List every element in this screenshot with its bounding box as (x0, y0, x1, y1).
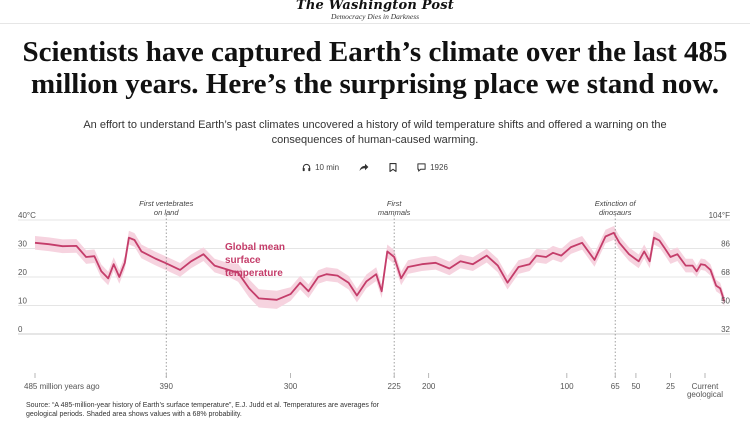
annotation-label: First (387, 199, 402, 208)
share-button[interactable] (359, 163, 369, 172)
x-tick-label: 25 (666, 382, 675, 391)
y-tick-label-left: 30 (18, 240, 27, 249)
y-tick-label-right: 104°F (709, 211, 731, 220)
washington-post-logo[interactable]: The Washington Post (296, 0, 454, 13)
masthead: The Washington Post Democracy Dies in Da… (0, 0, 750, 24)
y-axis-labels: 40°C 104°F 30 86 20 68 10 50 0 32 (18, 211, 731, 334)
share-arrow-icon (359, 163, 369, 171)
x-tick-label: 485 million years ago (24, 382, 100, 391)
comment-bubble-icon (417, 162, 426, 172)
series-label-line: Global mean (225, 242, 285, 253)
x-tick-label: 225 (387, 382, 401, 391)
y-tick-label-left: 20 (18, 268, 27, 277)
x-tick-label: Current (692, 382, 719, 391)
x-tick-label: 390 (160, 382, 174, 391)
source-note: Source: “A 485-million-year history of E… (26, 402, 380, 418)
uncertainty-band-layer (35, 226, 725, 309)
y-tick-label-left: 0 (18, 325, 23, 334)
listen-button[interactable]: 10 min (302, 163, 339, 172)
x-tick-label: 200 (422, 382, 436, 391)
headphones-icon (302, 163, 311, 171)
annotation-label: First vertebrates (139, 199, 193, 208)
x-axis-labels: 485 million years ago 390 300 225 200 100 65 50… (24, 373, 723, 400)
annotation-label: dinosaurs (599, 208, 632, 217)
temperature-line-layer (34, 231, 726, 302)
bottom-fade (0, 418, 750, 430)
x-tick-label: 65 (611, 382, 620, 391)
article-headline: Scientists have captured Earth’s climate… (22, 36, 728, 100)
y-tick-label-left: 40°C (18, 211, 36, 220)
save-button[interactable] (389, 162, 397, 172)
series-label-line: surface (225, 255, 261, 266)
annotation-label: mammals (378, 208, 411, 217)
x-tick-label: 300 (284, 382, 298, 391)
series-label: Global mean surface temperature (225, 242, 285, 279)
article-action-bar: 10 min 1926 (0, 160, 750, 174)
y-tick-label-right: 68 (721, 268, 730, 277)
annotation-label: Extinction of (595, 199, 637, 208)
temperature-line (34, 231, 726, 302)
x-tick-label: 100 (560, 382, 574, 391)
comment-count: 1926 (430, 162, 448, 172)
comments-button[interactable]: 1926 (417, 163, 448, 172)
y-tick-label-left: 10 (18, 297, 27, 306)
article-subheadline: An effort to understand Earth’s past cli… (83, 119, 667, 146)
y-tick-label-right: 32 (721, 325, 730, 334)
annotation-label: on land (154, 208, 179, 217)
y-tick-label-right: 50 (721, 297, 730, 306)
listen-duration: 10 min (315, 162, 340, 172)
masthead-tagline: Democracy Dies in Darkness (330, 12, 420, 21)
x-tick-label: 50 (631, 382, 640, 391)
x-tick-label: geological (687, 390, 723, 399)
uncertainty-band (35, 226, 725, 309)
bookmark-icon (389, 162, 397, 172)
x-tick-label: stage (695, 398, 715, 400)
series-label-line: temperature (225, 268, 283, 279)
y-tick-label-right: 86 (721, 240, 730, 249)
